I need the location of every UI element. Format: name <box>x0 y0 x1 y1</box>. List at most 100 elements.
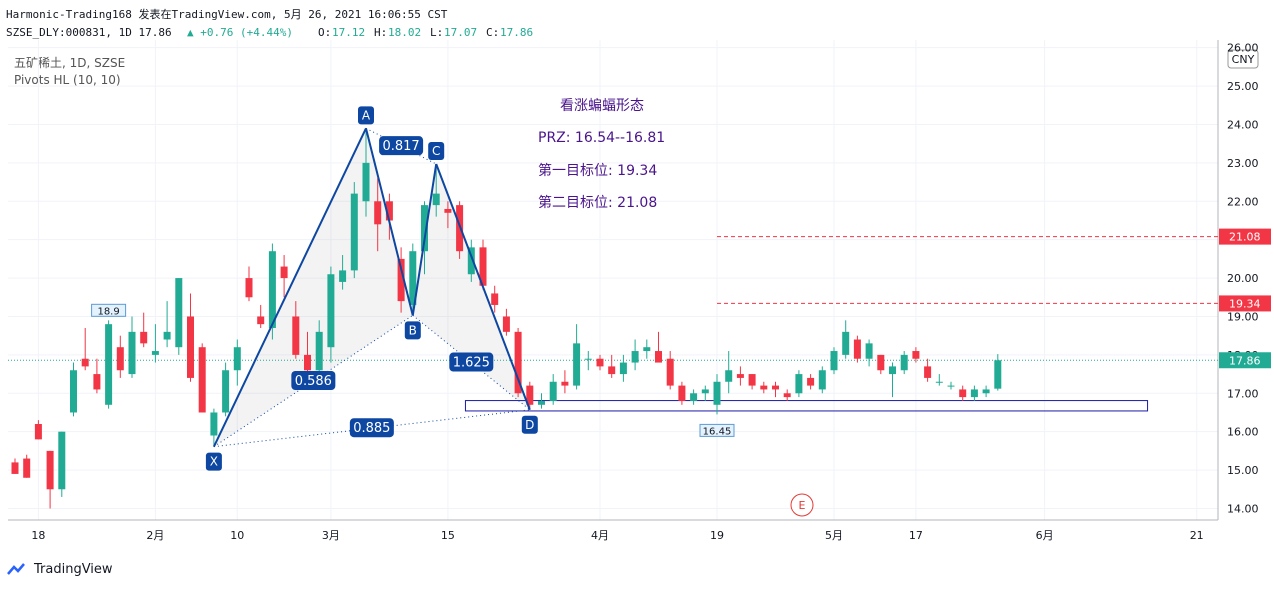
candle-body <box>655 351 662 363</box>
candle-body <box>842 331 850 355</box>
candle-body <box>889 366 896 375</box>
candle-body <box>444 208 452 213</box>
candle-body <box>573 343 581 386</box>
candle-body <box>210 412 218 436</box>
point-label: C <box>432 144 440 158</box>
candle-body <box>643 347 651 352</box>
candle-body <box>736 374 744 378</box>
candle-body <box>877 354 885 371</box>
candle-body <box>397 258 405 302</box>
candle-body <box>280 266 288 279</box>
ohlc-label: L: <box>430 26 443 39</box>
candle-body <box>830 351 838 371</box>
logo[interactable]: TradingView <box>7 562 113 577</box>
ohlc-value: 17.12 <box>332 26 365 39</box>
candle-body <box>432 193 440 206</box>
x-tick-label: 6月 <box>1036 529 1054 542</box>
event-circle[interactable] <box>790 493 814 517</box>
candle-body <box>257 316 265 325</box>
candle-body <box>561 381 569 386</box>
candle-body <box>374 201 382 225</box>
candle-body <box>994 360 1002 389</box>
candle-body <box>783 393 791 398</box>
target-label: 21.08 <box>1229 231 1261 244</box>
ratio-tag <box>291 370 336 390</box>
x-tick-label: 18 <box>31 529 45 542</box>
candle-body <box>233 347 241 371</box>
candle-body <box>128 331 136 375</box>
prz-box <box>464 400 1149 412</box>
candle-body <box>959 389 967 398</box>
target-label: 19.34 <box>1229 297 1261 310</box>
candle-body <box>163 331 171 340</box>
x-tick-label: 21 <box>1190 529 1204 542</box>
y-tick-label: 14.00 <box>1227 502 1259 515</box>
ohlc-label: O: <box>318 26 331 39</box>
candle-body <box>421 205 428 252</box>
candle-body <box>491 293 499 305</box>
candle-body <box>151 351 159 355</box>
x-tick-label: 10 <box>230 529 244 542</box>
candle-body <box>385 201 393 221</box>
y-tick-label: 25.00 <box>1227 80 1259 93</box>
candle-body <box>725 370 733 382</box>
candle-body <box>105 324 113 405</box>
target-tag <box>1219 228 1271 245</box>
ratio-label: 0.817 <box>382 139 419 154</box>
candle-body <box>619 362 627 375</box>
candle-body <box>935 381 943 383</box>
quote: SZSE_DLY:000831, 1D 17.86 <box>6 26 172 39</box>
pivot-tag <box>91 303 127 317</box>
ohlc-value: 17.86 <box>500 26 533 39</box>
candle-body <box>175 278 183 348</box>
pattern-leg <box>212 127 367 448</box>
point-label: B <box>409 323 417 337</box>
y-tick-label: 20.00 <box>1227 272 1259 285</box>
candle-body <box>502 316 510 332</box>
ohlc-label: H: <box>374 26 387 39</box>
candle-body <box>467 247 475 275</box>
candle-body <box>304 354 311 371</box>
point-label: A <box>362 108 371 122</box>
candle-body <box>187 316 194 378</box>
last-price-label: 17.86 <box>1229 354 1261 367</box>
x-tick-label: 3月 <box>322 529 340 542</box>
candle-body <box>666 358 674 386</box>
candle-body <box>350 193 358 271</box>
candle-body <box>807 377 815 386</box>
candle-body <box>924 366 932 378</box>
x-tick-label: 15 <box>441 529 455 542</box>
candle-body <box>795 374 803 394</box>
annotation: 第二目标位: 21.08 <box>538 194 657 211</box>
candle-body <box>701 389 709 394</box>
change: ▲ +0.76 (+4.44%) <box>187 26 293 39</box>
y-tick-label: 24.00 <box>1227 118 1259 131</box>
y-tick-label: 23.00 <box>1227 157 1259 170</box>
candle-body <box>514 331 522 394</box>
candle-body <box>46 450 54 490</box>
candle-body <box>245 278 253 298</box>
candle-body <box>748 374 756 386</box>
annotation: 看涨蝙蝠形态 <box>560 98 644 114</box>
point-tag <box>428 142 445 161</box>
currency-box[interactable] <box>1227 49 1259 69</box>
candle-body <box>631 351 639 363</box>
y-tick-label: 17.00 <box>1227 387 1259 400</box>
ohlc-value: 18.02 <box>388 26 421 39</box>
candle-body <box>690 393 698 401</box>
pattern-leg <box>365 128 414 316</box>
legend-symbol: 五矿稀土, 1D, SZSE <box>14 56 125 70</box>
y-tick-label: 19.00 <box>1227 310 1259 323</box>
candle-body <box>549 381 557 401</box>
candle-body <box>596 358 604 367</box>
pivot-label: 16.45 <box>703 426 732 437</box>
x-tick-label: 2月 <box>146 529 164 542</box>
candle-body <box>853 339 861 359</box>
ratio-label: 0.586 <box>295 374 332 389</box>
candle-body <box>23 458 31 478</box>
candle-body <box>70 370 77 413</box>
y-tick-label: 26.00 <box>1227 42 1259 55</box>
pivot-tag <box>699 423 735 437</box>
